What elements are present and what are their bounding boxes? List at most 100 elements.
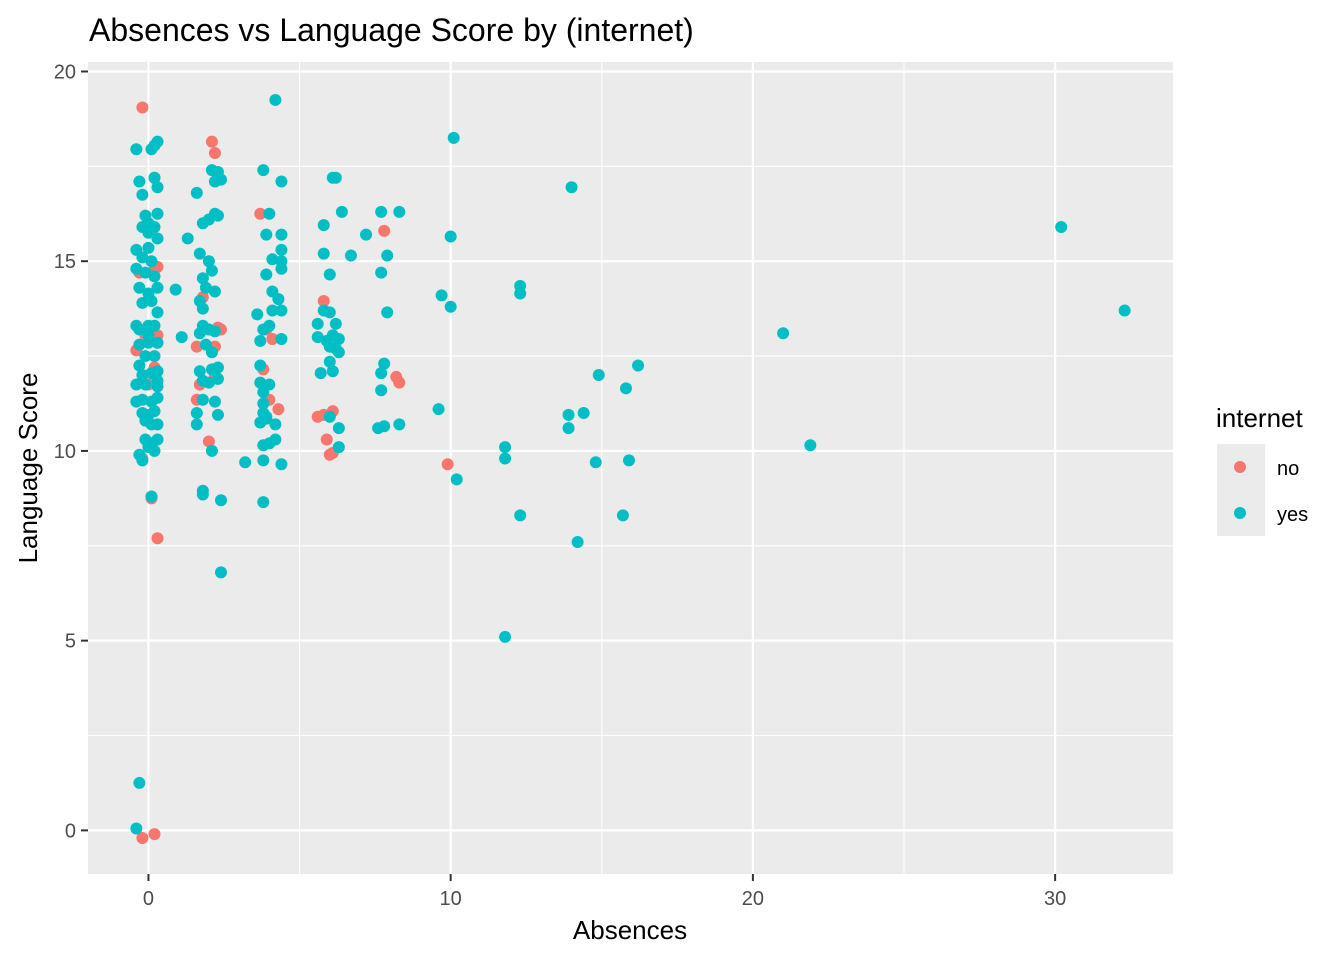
point-yes [266,253,279,266]
point-yes [151,181,164,194]
point-yes [169,283,182,296]
x-tick-label: 0 [143,888,154,910]
point-yes [133,776,146,789]
point-yes [275,304,288,317]
point-yes [130,822,143,835]
point-yes [804,439,817,452]
point-yes [393,205,406,218]
point-yes [214,494,227,507]
point-yes [254,376,267,389]
legend-title: internet [1216,403,1303,433]
point-yes [148,405,161,418]
point-yes [275,228,288,241]
point-no [320,433,333,446]
point-yes [257,164,270,177]
point-yes [145,295,158,308]
point-no [136,101,149,114]
point-yes [208,325,221,338]
point-no [441,458,454,471]
point-yes [381,306,394,319]
point-no [151,532,164,545]
point-yes [1118,304,1131,317]
point-yes [257,386,270,399]
point-yes [202,376,215,389]
x-tick-label: 10 [440,888,462,910]
point-yes [562,408,575,421]
point-yes [139,350,152,363]
point-yes [148,171,161,184]
point-yes [323,355,336,368]
major-grid [88,62,1173,874]
point-yes [589,456,602,469]
point-yes [514,509,527,522]
point-yes [148,350,161,363]
y-axis-title: Language Score [13,373,43,564]
point-yes [332,346,345,359]
legend-key-yes [1234,507,1246,519]
point-no [317,295,330,308]
point-yes [565,181,578,194]
point-yes [205,444,218,457]
y-axis: 0 5 10 15 20 [54,61,88,842]
point-yes [317,247,330,260]
point-yes [499,452,512,465]
point-no [378,224,391,237]
point-yes [133,281,146,294]
point-yes [260,228,273,241]
point-yes [499,630,512,643]
point-yes [133,338,146,351]
point-no [202,435,215,448]
point-yes [344,249,357,262]
point-yes [269,418,282,431]
point-no [266,332,279,345]
point-yes [196,302,209,315]
point-yes [211,166,224,179]
point-yes [199,281,212,294]
point-yes [254,416,267,429]
point-yes [619,382,632,395]
point-yes [577,406,590,419]
point-yes [257,454,270,467]
point-yes [378,420,391,433]
point-yes [375,205,388,218]
point-yes [332,422,345,435]
point-yes [272,293,285,306]
point-yes [329,171,342,184]
point-yes [136,251,149,264]
point-yes [139,378,152,391]
point-yes [275,175,288,188]
point-yes [260,268,273,281]
point-no [205,135,218,148]
point-yes [211,408,224,421]
point-no [208,147,221,160]
point-yes [1055,221,1068,234]
point-no [148,828,161,841]
point-yes [205,264,218,277]
point-yes [208,395,221,408]
point-yes [208,285,221,298]
x-axis-title: Absences [573,915,687,945]
point-yes [251,308,264,321]
point-yes [151,207,164,220]
point-yes [616,509,629,522]
point-yes [136,454,149,467]
point-yes [317,219,330,232]
point-yes [190,186,203,199]
point-yes [136,296,149,309]
point-yes [266,304,279,317]
point-yes [142,336,155,349]
point-yes [133,359,146,372]
point-yes [181,232,194,245]
point-yes [378,357,391,370]
point-no [393,376,406,389]
point-yes [450,473,463,486]
minor-grid [88,62,1173,874]
point-no [254,207,267,220]
point-yes [332,441,345,454]
point-yes [269,433,282,446]
point-yes [447,131,460,144]
point-yes [622,454,635,467]
y-tick-label: 0 [65,820,76,842]
point-yes [196,393,209,406]
